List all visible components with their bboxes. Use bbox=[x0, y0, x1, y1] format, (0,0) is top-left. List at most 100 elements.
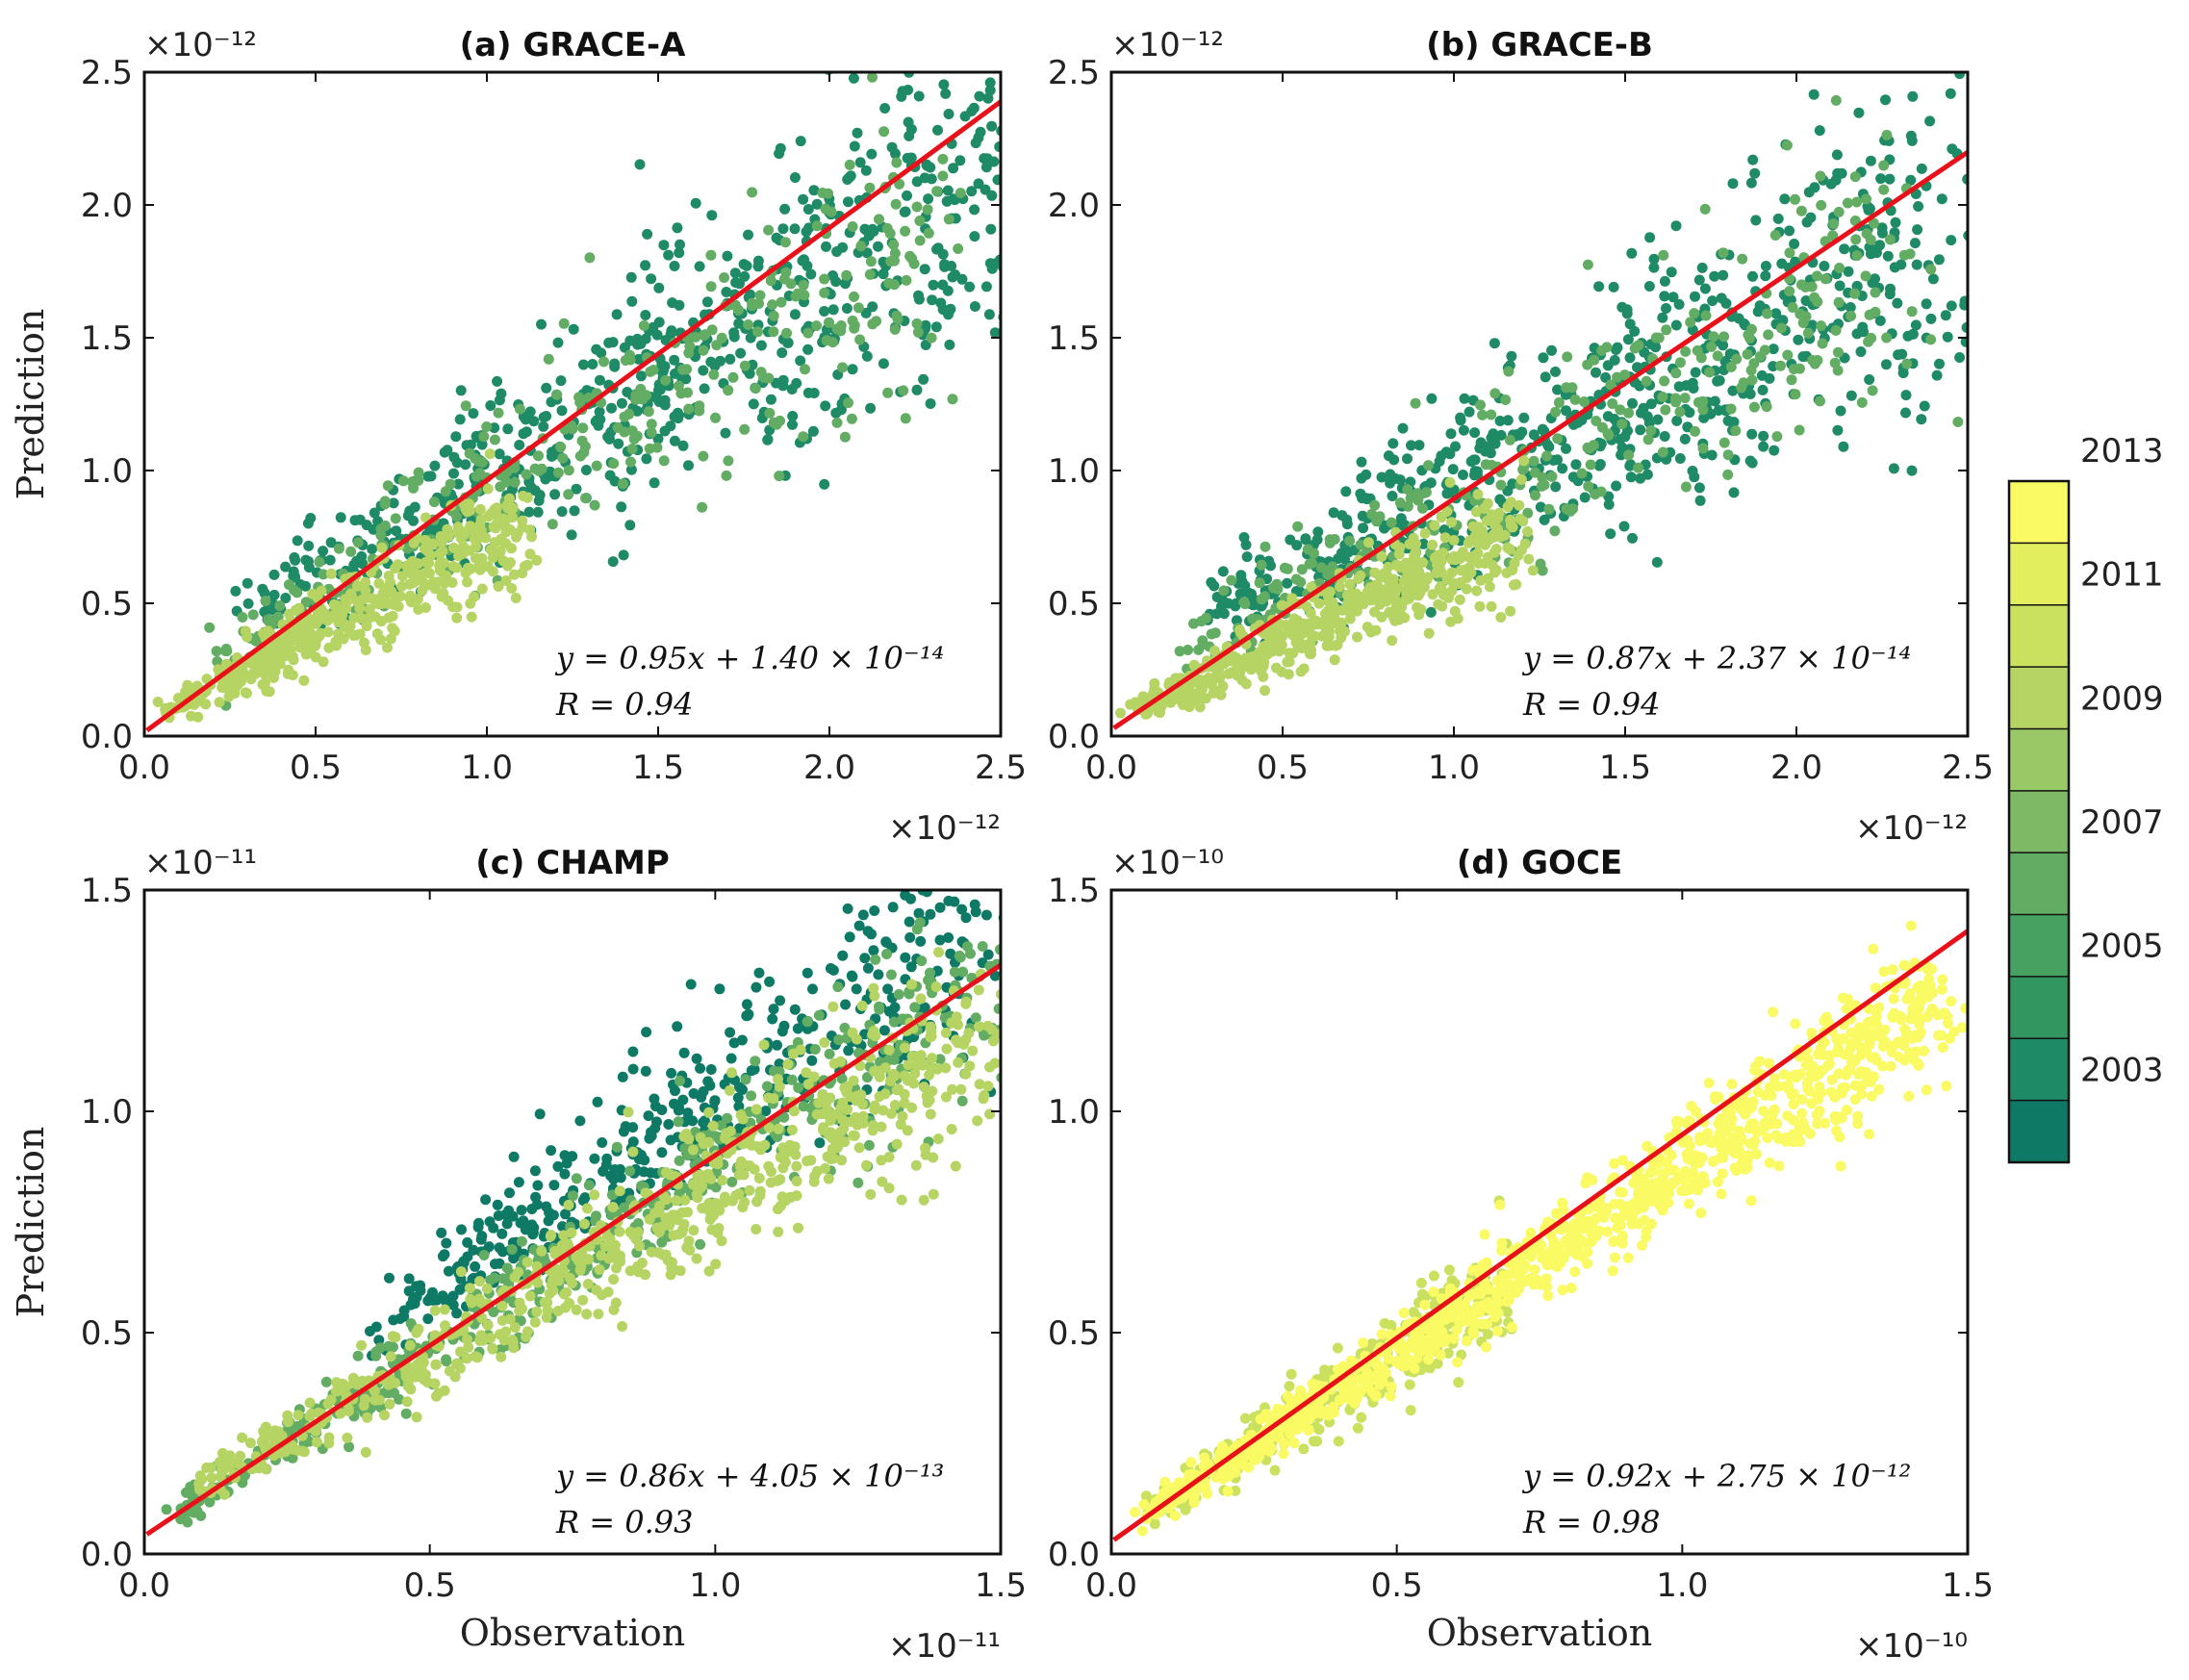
data-point-a-s1 bbox=[630, 394, 642, 405]
data-point-a-s0 bbox=[969, 231, 980, 242]
data-point-c-s0 bbox=[678, 1047, 690, 1058]
data-point-c-s2 bbox=[532, 1277, 544, 1288]
data-point-a-s0 bbox=[827, 304, 839, 316]
x-tick-label: 0.5 bbox=[1257, 749, 1309, 787]
data-point-c-s2 bbox=[644, 1213, 655, 1225]
data-point-a-s1 bbox=[682, 387, 693, 398]
data-point-b-s0 bbox=[1468, 470, 1480, 481]
data-point-c-s2 bbox=[773, 1074, 783, 1085]
data-point-a-s0 bbox=[674, 247, 685, 259]
data-point-a-s1 bbox=[705, 249, 717, 261]
data-point-b-s0 bbox=[1760, 270, 1771, 282]
data-point-a-s0 bbox=[242, 598, 254, 609]
data-point-c-s0 bbox=[641, 1027, 652, 1038]
data-point-a-s1 bbox=[625, 456, 636, 468]
data-point-b-s2 bbox=[1336, 617, 1347, 628]
data-point-b-s2 bbox=[1454, 594, 1465, 605]
data-point-c-s2 bbox=[1015, 1103, 1026, 1113]
data-point-d-s0 bbox=[1415, 1277, 1427, 1288]
data-point-a-s1 bbox=[798, 279, 809, 291]
data-point-b-s1 bbox=[1271, 578, 1283, 590]
data-point-b-s0 bbox=[1539, 514, 1550, 525]
data-point-b-s0 bbox=[1673, 298, 1685, 310]
data-point-a-s0 bbox=[830, 407, 842, 419]
data-point-b-s0 bbox=[1445, 428, 1457, 440]
data-point-a-s1 bbox=[620, 355, 631, 366]
data-point-b-s0 bbox=[1758, 430, 1769, 442]
data-point-c-s0 bbox=[496, 1228, 508, 1239]
data-point-c-s1 bbox=[904, 988, 915, 1000]
data-point-c-s2 bbox=[531, 1306, 543, 1317]
data-point-c-s2 bbox=[845, 1091, 856, 1103]
data-point-b-s0 bbox=[1667, 292, 1679, 303]
data-point-c-s0 bbox=[734, 1123, 745, 1134]
data-point-b-s0 bbox=[1801, 216, 1813, 228]
data-point-b-s0 bbox=[1858, 326, 1869, 338]
data-point-c-s2 bbox=[608, 1274, 620, 1285]
y-multiplier-c: ×10⁻¹¹ bbox=[144, 844, 257, 882]
data-point-b-s1 bbox=[1830, 94, 1842, 106]
data-point-a-s1 bbox=[839, 431, 851, 443]
data-point-a-s1 bbox=[641, 390, 652, 401]
data-point-b-s0 bbox=[1954, 352, 1966, 363]
data-point-b-s0 bbox=[1356, 456, 1367, 468]
data-point-b-s0 bbox=[1670, 220, 1682, 232]
data-point-c-s2 bbox=[953, 1019, 964, 1031]
data-point-b-s1 bbox=[1811, 270, 1822, 282]
data-point-c-s0 bbox=[398, 1305, 410, 1316]
data-point-b-s0 bbox=[1680, 380, 1692, 392]
data-point-a-s0 bbox=[555, 375, 567, 387]
data-point-a-s0 bbox=[606, 402, 617, 414]
data-point-c-s0 bbox=[868, 945, 879, 956]
data-point-c-s2 bbox=[744, 1184, 755, 1196]
data-point-c-s0 bbox=[492, 1199, 503, 1210]
data-point-b-s1 bbox=[1771, 431, 1783, 443]
data-point-c-s0 bbox=[560, 1209, 571, 1220]
data-point-b-s1 bbox=[1561, 503, 1572, 515]
data-point-a-s0 bbox=[665, 420, 676, 432]
data-point-b-s0 bbox=[1652, 414, 1664, 425]
data-point-c-s2 bbox=[464, 1283, 475, 1294]
data-point-a-s0 bbox=[771, 232, 782, 243]
data-point-a-s0 bbox=[787, 419, 798, 430]
data-point-c-s2 bbox=[897, 1110, 908, 1122]
data-point-c-s1 bbox=[571, 1173, 582, 1184]
data-point-a-s0 bbox=[633, 353, 645, 365]
data-point-a-s2 bbox=[446, 577, 458, 588]
data-point-b-s2 bbox=[1164, 676, 1175, 688]
data-point-b-s0 bbox=[1911, 259, 1922, 270]
data-point-a-s1 bbox=[406, 476, 418, 488]
data-point-a-s1 bbox=[489, 434, 500, 445]
data-point-c-s0 bbox=[807, 983, 818, 995]
data-point-a-s2 bbox=[318, 656, 329, 668]
data-point-a-s1 bbox=[521, 469, 532, 480]
data-point-b-s0 bbox=[1417, 538, 1429, 549]
data-point-b-s0 bbox=[1464, 406, 1475, 418]
data-point-b-s2 bbox=[1490, 512, 1502, 523]
data-point-b-s0 bbox=[1608, 281, 1619, 293]
data-point-a-s2 bbox=[490, 522, 501, 534]
data-point-a-s0 bbox=[919, 172, 930, 184]
data-point-b-s0 bbox=[1754, 300, 1766, 312]
data-point-b-s0 bbox=[1880, 94, 1891, 106]
data-point-b-s2 bbox=[1240, 678, 1252, 690]
x-tick-label: 0.0 bbox=[1085, 749, 1137, 787]
data-point-c-s2 bbox=[607, 1247, 619, 1259]
data-point-b-s0 bbox=[1300, 534, 1311, 546]
data-point-b-s0 bbox=[1624, 352, 1636, 364]
data-point-b-s2 bbox=[1313, 598, 1325, 609]
data-point-a-s0 bbox=[841, 303, 853, 314]
data-point-a-s0 bbox=[665, 328, 676, 340]
data-point-a-s2 bbox=[413, 558, 424, 570]
data-point-b-s1 bbox=[1680, 481, 1692, 493]
data-point-b-s1 bbox=[1816, 199, 1827, 211]
data-point-a-s1 bbox=[646, 427, 657, 438]
data-point-b-s0 bbox=[1494, 494, 1506, 505]
data-point-b-s2 bbox=[1355, 570, 1366, 581]
data-point-a-s1 bbox=[626, 444, 638, 455]
data-point-a-s0 bbox=[1017, 150, 1028, 161]
data-point-d-s0 bbox=[1140, 1490, 1152, 1502]
data-point-b-s2 bbox=[1507, 565, 1518, 575]
data-point-a-s0 bbox=[351, 555, 362, 567]
data-point-c-s2 bbox=[963, 1028, 975, 1039]
